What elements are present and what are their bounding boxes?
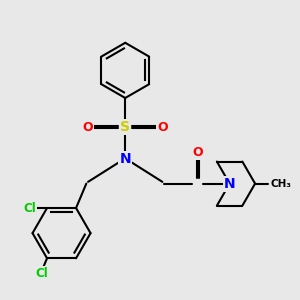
Text: N: N — [224, 177, 236, 190]
Text: O: O — [157, 121, 168, 134]
Text: Cl: Cl — [35, 267, 48, 280]
Text: N: N — [119, 152, 131, 166]
Text: O: O — [83, 121, 93, 134]
Text: O: O — [193, 146, 203, 159]
Text: Cl: Cl — [23, 202, 36, 214]
Text: CH₃: CH₃ — [271, 178, 292, 189]
Text: S: S — [120, 120, 130, 134]
